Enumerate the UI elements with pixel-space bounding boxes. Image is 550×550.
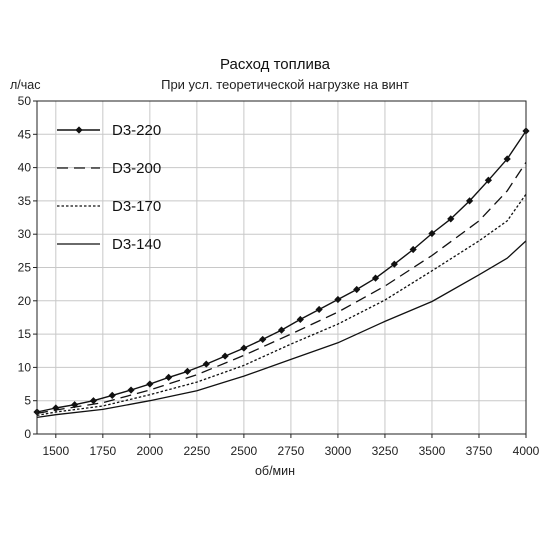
series-line-d3-140 bbox=[36, 240, 527, 419]
data-point-d3-220 bbox=[503, 155, 511, 163]
x-tick-label: 1500 bbox=[42, 444, 69, 458]
x-tick-label: 3500 bbox=[419, 444, 446, 458]
data-point-d3-220 bbox=[108, 391, 116, 399]
series-line-d3-220 bbox=[36, 130, 527, 413]
y-tick-label: 40 bbox=[18, 161, 32, 175]
data-point-d3-220 bbox=[165, 373, 173, 381]
y-tick-label: 0 bbox=[24, 427, 31, 441]
x-tick-label: 2500 bbox=[231, 444, 258, 458]
series-lines bbox=[33, 127, 530, 419]
chart-subtitle: При усл. теоретической нагрузке на винт bbox=[161, 77, 409, 92]
data-point-d3-220 bbox=[353, 285, 361, 294]
x-tick-label: 2000 bbox=[136, 444, 163, 458]
data-point-d3-220 bbox=[146, 380, 154, 388]
series-line-d3-200 bbox=[36, 161, 527, 415]
data-point-d3-220 bbox=[465, 197, 474, 205]
data-point-d3-220 bbox=[409, 245, 417, 254]
legend-label-d3-220: D3-220 bbox=[112, 122, 161, 139]
legend-label-d3-170: D3-170 bbox=[112, 198, 161, 215]
x-tick-label: 2250 bbox=[184, 444, 211, 458]
data-point-d3-220 bbox=[296, 315, 304, 324]
data-point-d3-220 bbox=[221, 352, 229, 360]
data-point-d3-220 bbox=[371, 274, 380, 282]
legend-label-d3-140: D3-140 bbox=[112, 236, 161, 253]
y-tick-label: 20 bbox=[18, 294, 32, 308]
y-tick-label: 50 bbox=[18, 94, 32, 108]
y-tick-label: 45 bbox=[18, 127, 32, 141]
series-line-d3-170 bbox=[36, 193, 527, 417]
data-point-d3-220 bbox=[447, 215, 455, 223]
x-tick-label: 3000 bbox=[325, 444, 352, 458]
data-point-d3-220 bbox=[484, 176, 492, 184]
y-tick-label: 5 bbox=[24, 394, 31, 408]
x-tick-label: 3750 bbox=[466, 444, 493, 458]
axis-ticks: 0 5 10 15 20 25 30 35 40 45 50 1500 1750 2000 2250 2500… bbox=[18, 94, 540, 458]
x-tick-label: 2750 bbox=[278, 444, 305, 458]
data-point-d3-220 bbox=[127, 386, 135, 394]
y-tick-label: 25 bbox=[18, 261, 32, 275]
y-tick-label: 10 bbox=[18, 360, 32, 374]
data-point-d3-220 bbox=[334, 295, 342, 304]
x-tick-label: 3250 bbox=[372, 444, 399, 458]
grid-lines bbox=[37, 101, 526, 434]
legend: D3-220 D3-200 D3-170 D3-140 bbox=[57, 122, 161, 253]
x-axis-label: об/мин bbox=[255, 464, 295, 478]
x-tick-label: 4000 bbox=[513, 444, 540, 458]
x-tick-label: 1750 bbox=[89, 444, 116, 458]
data-point-d3-220 bbox=[183, 367, 192, 375]
data-point-d3-220 bbox=[202, 360, 210, 368]
legend-label-d3-200: D3-200 bbox=[112, 160, 161, 177]
legend-marker-d3-220 bbox=[75, 126, 83, 134]
chart-title: Расход топлива bbox=[220, 56, 331, 73]
y-tick-label: 30 bbox=[18, 227, 32, 241]
data-point-d3-220 bbox=[259, 335, 267, 344]
y-tick-label: 15 bbox=[18, 327, 32, 341]
data-point-d3-220 bbox=[390, 260, 398, 268]
data-point-d3-220 bbox=[240, 344, 248, 352]
data-point-d3-220 bbox=[89, 397, 98, 405]
data-point-d3-220 bbox=[315, 305, 323, 314]
data-point-d3-220 bbox=[277, 326, 286, 334]
y-axis-label: л/час bbox=[10, 78, 40, 92]
data-point-d3-220 bbox=[428, 229, 436, 238]
y-tick-label: 35 bbox=[18, 194, 32, 208]
